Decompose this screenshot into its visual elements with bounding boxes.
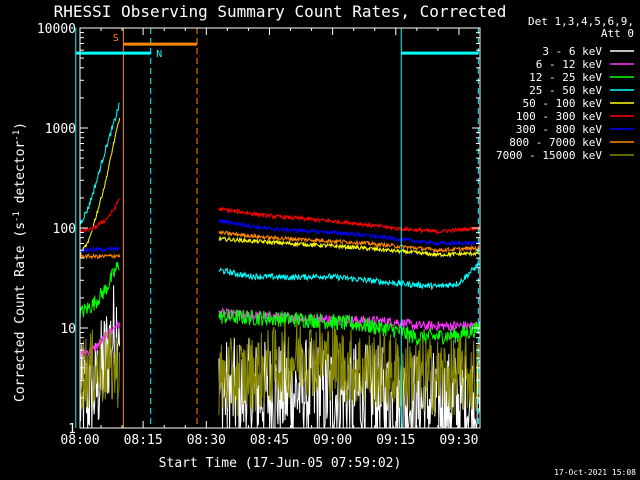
svg-text:Corrected Count Rate (s-1 dete: Corrected Count Rate (s-1 detector-1) <box>12 122 28 402</box>
y-axis-label: Corrected Count Rate (s-1 detector-1) <box>12 122 28 402</box>
x-tick-label-0915: 09:15 <box>376 433 415 448</box>
series-50-100-kev-post-line <box>218 235 480 258</box>
chart-title: RHESSI Observing Summary Count Rates, Co… <box>54 2 507 21</box>
status-label-n: N <box>156 49 162 60</box>
series-7000-15000-kev-pre-line <box>79 328 120 410</box>
series-100-300-kev-pre-line <box>79 198 120 234</box>
series-300-800-kev-post-line <box>218 218 480 247</box>
x-tick-label-0800: 08:00 <box>60 433 99 448</box>
series-25-50-kev-pre-line <box>79 102 120 225</box>
series-100-300-kev-post-line <box>218 206 480 236</box>
series-300-800-kev <box>79 218 480 253</box>
x-tick-label-0845: 08:45 <box>250 433 289 448</box>
series-100-300-kev <box>79 198 480 236</box>
series-7000-15000-kev <box>79 320 480 416</box>
series-25-50-kev <box>79 102 480 291</box>
x-tick-label-0815: 08:15 <box>124 433 163 448</box>
y-axis-label-end: ) <box>13 122 28 130</box>
series-300-800-kev-pre-line <box>79 245 120 253</box>
y-tick-label-1: 1 <box>68 422 76 437</box>
y-tick-label-100: 100 <box>53 222 76 237</box>
series-12-25-kev <box>79 262 480 346</box>
y-tick-label-10000: 10000 <box>37 22 76 37</box>
legend-header-1: Det 1,3,4,5,6,9, <box>528 15 634 28</box>
legend-300-800-kev-label: 300 - 800 keV <box>516 123 602 136</box>
legend-header-2: Att 0 <box>601 27 634 40</box>
status-label-s: S <box>113 33 119 44</box>
x-tick-label-0930: 09:30 <box>439 433 478 448</box>
y-axis-label-sup2: -1 <box>12 130 22 141</box>
x-tick-label-0900: 09:00 <box>313 433 352 448</box>
legend-50-100-kev-label: 50 - 100 keV <box>523 97 603 110</box>
x-axis-label: Start Time (17-Jun-05 07:59:02) <box>159 456 402 471</box>
series-50-100-kev-pre-line <box>79 117 120 255</box>
y-axis-label-sup1: -1 <box>12 211 22 222</box>
legend-7000-15000-kev-label: 7000 - 15000 keV <box>496 149 602 162</box>
y-axis-label-mid: detector <box>13 141 28 212</box>
y-tick-label-10: 10 <box>60 322 76 337</box>
series-12-25-kev-pre-line <box>79 262 120 321</box>
legend-3-6-kev-label: 3 - 6 keV <box>542 45 602 58</box>
legend-6-12-kev-label: 6 - 12 keV <box>536 58 603 71</box>
legend-25-50-kev-label: 25 - 50 keV <box>529 84 602 97</box>
x-tick-label-0830: 08:30 <box>187 433 226 448</box>
y-tick-label-1000: 1000 <box>45 122 76 137</box>
y-axis-label-main: Corrected Count Rate (s <box>13 222 28 402</box>
series-12-25-kev-post-line <box>218 308 480 346</box>
series-25-50-kev-post-line <box>218 262 480 291</box>
series-800-7000-kev <box>79 230 480 260</box>
series-800-7000-kev-post-line <box>218 230 480 254</box>
legend-800-7000-kev-label: 800 - 7000 keV <box>509 136 602 149</box>
series-800-7000-kev-pre-line <box>79 252 120 260</box>
footer-timestamp: 17-Oct-2021 15:08 <box>554 468 636 477</box>
legend-12-25-kev-label: 12 - 25 keV <box>529 71 602 84</box>
series-7000-15000-kev-post-line <box>218 320 480 416</box>
series-6-12-kev-post-line <box>218 307 480 332</box>
series-50-100-kev <box>79 117 480 258</box>
legend-100-300-kev-label: 100 - 300 keV <box>516 110 602 123</box>
